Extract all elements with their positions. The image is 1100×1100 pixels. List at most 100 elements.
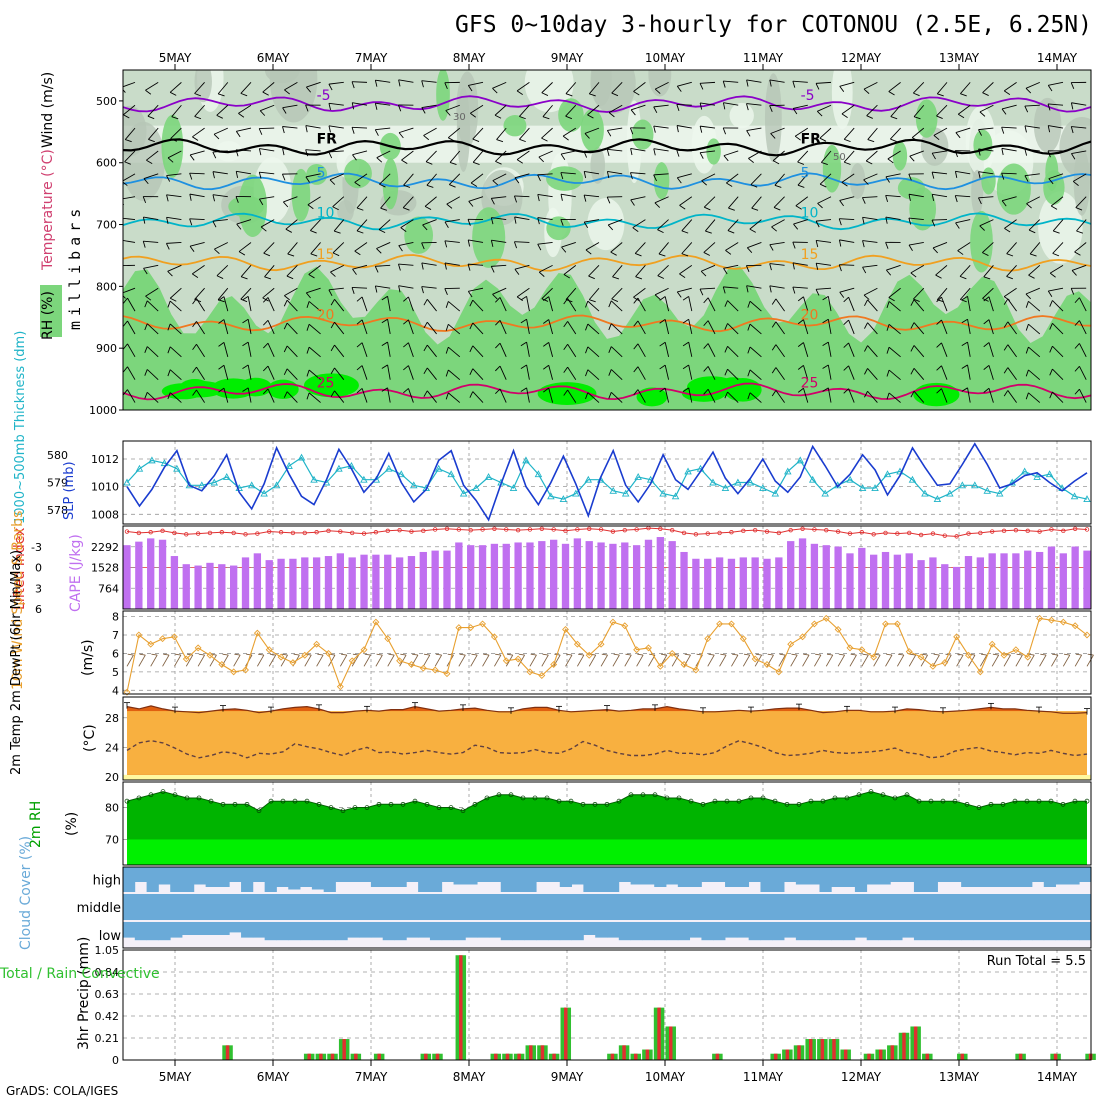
- cloud-high-bar: [347, 867, 360, 882]
- wind-barb: [310, 219, 321, 231]
- cloud-high-bar: [784, 867, 797, 882]
- wind-barb-flag: [1049, 323, 1053, 330]
- wind-barb: [282, 104, 298, 109]
- isotherm-label: -5: [801, 88, 815, 104]
- rh2m-point: [364, 805, 370, 810]
- wind-barb-flag: [490, 266, 495, 273]
- wind-barb-flag: [843, 319, 849, 326]
- wind-barb: [955, 170, 971, 175]
- wind-barb: [567, 321, 577, 335]
- wind-barb: [499, 297, 507, 312]
- wind10-barb: [624, 654, 632, 667]
- cape-bar: [858, 547, 866, 609]
- wind10-point: [929, 662, 937, 670]
- wind10-barb: [742, 654, 751, 667]
- wind10-point: [467, 624, 475, 632]
- wind10-barb: [565, 654, 573, 667]
- wind10-barb-flag: [838, 653, 845, 656]
- li-tick-label: 3: [35, 582, 42, 595]
- wind-barb: [196, 321, 205, 335]
- thickness-point: [771, 489, 780, 497]
- wind-barb-flag: [171, 116, 179, 120]
- rh2m-point: [796, 801, 802, 807]
- wind10-point: [834, 625, 842, 633]
- wind-barb: [584, 127, 600, 134]
- cape-bar: [277, 558, 285, 609]
- cloud-high-bar: [866, 867, 879, 885]
- wind-barb-flag: [328, 151, 333, 159]
- cloud-low-bar: [146, 922, 159, 941]
- wind-barb-flag: [242, 318, 249, 324]
- wind-barb: [267, 297, 275, 312]
- wind10-point: [1083, 631, 1091, 639]
- li-point: [776, 530, 782, 536]
- wind10-point: [1000, 651, 1008, 659]
- wind-barb-flag: [306, 347, 310, 354]
- cape-bar: [715, 557, 724, 609]
- wind10-barb: [707, 654, 715, 667]
- wind10-barb: [849, 654, 857, 667]
- wind-barb: [398, 79, 414, 83]
- cloud-low-bar: [347, 922, 360, 938]
- wind-barb: [747, 242, 762, 249]
- wind-barb: [398, 242, 414, 246]
- wind-barb-flag: [838, 239, 842, 247]
- wind10-barb-flag: [281, 653, 288, 656]
- wind-barb: [196, 389, 205, 403]
- isotherm-label: 10: [801, 205, 819, 221]
- cloud-low-bar: [831, 922, 844, 941]
- wind-barb-flag: [979, 111, 986, 117]
- wind-barb-flag: [356, 319, 363, 325]
- li-point: [859, 530, 865, 535]
- wind-barb: [633, 82, 646, 92]
- wind-barb: [608, 104, 623, 114]
- wind10-barb-flag: [364, 653, 371, 656]
- cape-bar: [822, 545, 830, 609]
- slp-tick-label: 1008: [91, 508, 119, 521]
- rh2m-point: [1024, 798, 1030, 804]
- wind-barb: [677, 81, 692, 87]
- wind-barb-flag: [562, 135, 569, 141]
- wind10-point: [301, 651, 309, 659]
- cloud-high-bar: [252, 867, 266, 882]
- cloud-low-bar: [453, 922, 466, 941]
- wind-barb: [688, 364, 693, 380]
- rh2m-point: [724, 798, 730, 804]
- temp2m-axis-label: 2m Temp 2m DewPt (6hr Min/Max): [9, 550, 24, 775]
- wind-barb: [217, 82, 229, 95]
- wind10-barb-flag: [518, 653, 525, 656]
- precip-convective-bar: [540, 1045, 545, 1060]
- wind-barb: [803, 296, 809, 312]
- cape-bar: [1083, 550, 1091, 609]
- wind-barb-flag: [218, 364, 225, 370]
- wind10-point: [1012, 646, 1020, 654]
- wind10-point: [1036, 614, 1044, 622]
- wind-barb: [1079, 388, 1087, 403]
- wind-barb: [587, 346, 600, 358]
- wind-barb-flag: [260, 226, 267, 232]
- isotherm-label: 25: [317, 375, 335, 391]
- wind-barb: [448, 346, 461, 358]
- wind-barb: [978, 148, 994, 152]
- cloud-high-bar: [618, 867, 632, 882]
- wind-barb-flag: [724, 391, 728, 399]
- cloud-high-bar: [736, 867, 750, 887]
- rh2m-point: [856, 792, 862, 798]
- wind-barb: [633, 287, 646, 298]
- wind-barb-flag: [703, 343, 709, 349]
- wind-barb: [749, 392, 762, 403]
- cloud-high-bar: [323, 867, 336, 892]
- wind-barb-flag: [263, 252, 271, 257]
- wind-barb: [676, 149, 692, 152]
- wind-barb-flag: [328, 83, 333, 91]
- rh-moist-cell: [404, 216, 434, 254]
- wind-barb-flag: [262, 319, 269, 326]
- wind-barb: [769, 242, 785, 246]
- wind10-point: [396, 657, 404, 665]
- wind-barb-flag: [306, 301, 310, 308]
- li-point: [456, 527, 462, 532]
- thickness-point: [1020, 467, 1029, 475]
- wind-barb-flag: [123, 297, 128, 304]
- wind-barb: [123, 196, 136, 200]
- wind-barb: [448, 173, 461, 185]
